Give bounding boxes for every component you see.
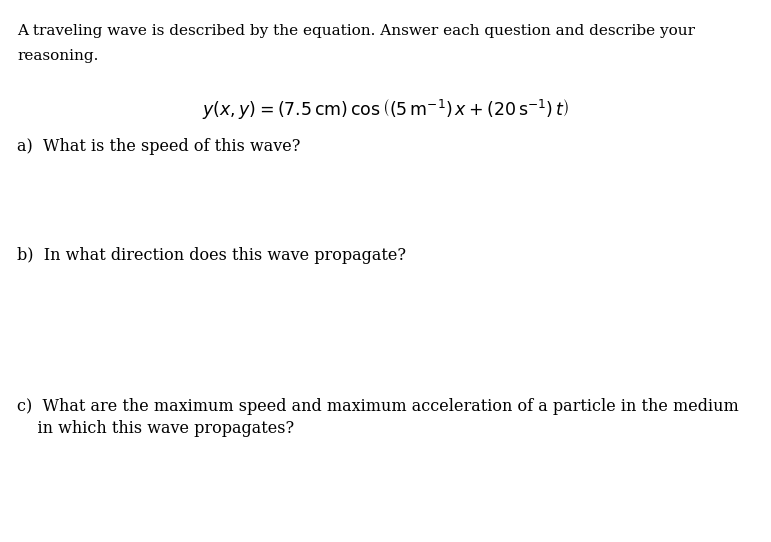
Text: c)  What are the maximum speed and maximum acceleration of a particle in the med: c) What are the maximum speed and maximu… [17,398,739,415]
Text: $y(x, y) = (7.5\,\mathrm{cm})\,\cos\left((5\,\mathrm{m}^{-1})\,x + (20\,\mathrm{: $y(x, y) = (7.5\,\mathrm{cm})\,\cos\left… [202,98,569,121]
Text: b)  In what direction does this wave propagate?: b) In what direction does this wave prop… [17,247,406,263]
Text: A traveling wave is described by the equation. Answer each question and describe: A traveling wave is described by the equ… [17,24,695,38]
Text: in which this wave propagates?: in which this wave propagates? [17,420,294,437]
Text: a)  What is the speed of this wave?: a) What is the speed of this wave? [17,138,301,155]
Text: reasoning.: reasoning. [17,49,99,63]
